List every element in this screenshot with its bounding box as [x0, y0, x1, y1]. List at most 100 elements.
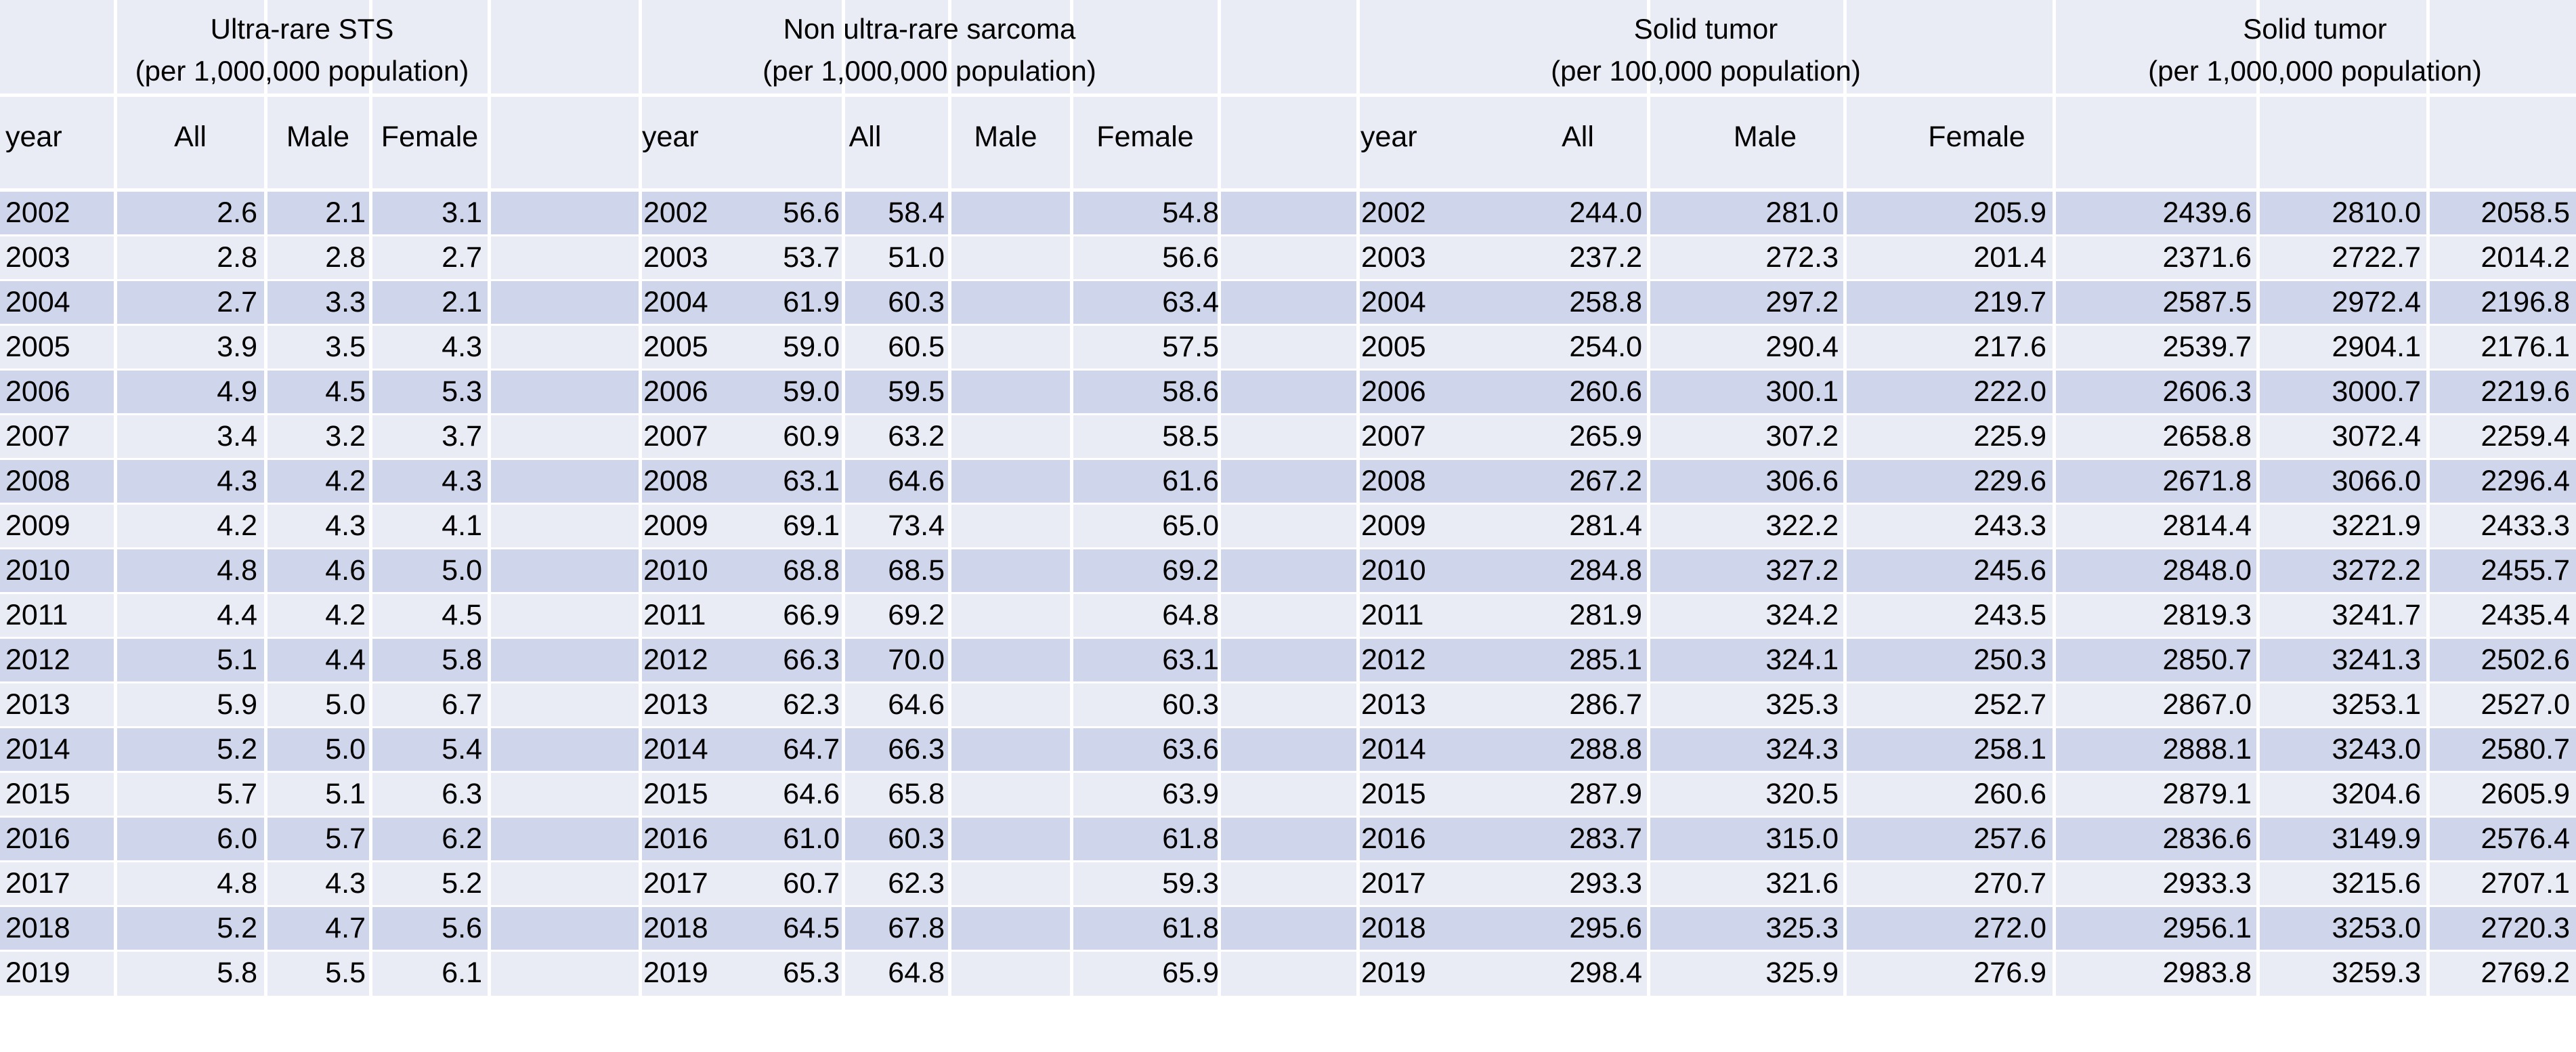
non-all-cell: 56.6 [783, 196, 840, 229]
solid1m-male-cell: 3204.6 [2332, 778, 2421, 810]
solid100k-male-cell: 325.3 [1765, 688, 1839, 721]
sts-female-cell: 4.1 [442, 509, 482, 542]
year-cell: 2007 [643, 420, 708, 453]
column-header-female: Female [1928, 121, 2025, 153]
grid-vertical-line [2053, 0, 2056, 1052]
solid100k-female-cell: 276.9 [1973, 956, 2046, 989]
year-cell: 2006 [643, 375, 708, 408]
non-all-cell: 64.5 [783, 912, 840, 944]
year-cell: 2007 [1361, 420, 1426, 453]
year-cell: 2008 [643, 465, 708, 497]
grid-horizontal-line [0, 681, 2576, 683]
solid1m-female-cell: 2580.7 [2481, 733, 2570, 765]
non-all-cell: 61.9 [783, 286, 840, 318]
solid100k-female-cell: 225.9 [1973, 420, 2046, 453]
grid-horizontal-line [0, 592, 2576, 594]
sts-male-cell: 4.3 [325, 867, 366, 900]
year-cell: 2007 [5, 420, 70, 453]
non-female-cell: 59.3 [1162, 867, 1219, 900]
non-all-cell: 65.3 [783, 956, 840, 989]
solid1m-female-cell: 2219.6 [2481, 375, 2570, 408]
year-cell: 2004 [5, 286, 70, 318]
solid100k-male-cell: 324.1 [1765, 644, 1839, 676]
grid-vertical-line [369, 0, 372, 1052]
table-row-background [0, 459, 2576, 504]
solid1m-all-cell: 2587.5 [2162, 286, 2252, 318]
grid-vertical-line [1647, 0, 1650, 1052]
column-header-male: Male [1733, 121, 1797, 153]
year-cell: 2005 [643, 331, 708, 363]
non-all-cell: 63.1 [783, 465, 840, 497]
year-cell: 2004 [643, 286, 708, 318]
grid-horizontal-line [0, 503, 2576, 505]
grid-horizontal-line [0, 93, 2576, 97]
year-cell: 2005 [5, 331, 70, 363]
solid1m-female-cell: 2605.9 [2481, 778, 2570, 810]
grid-horizontal-line [0, 188, 2576, 192]
grid-horizontal-line [0, 369, 2576, 371]
solid100k-male-cell: 322.2 [1765, 509, 1839, 542]
grid-horizontal-line [0, 234, 2576, 236]
non-male-cell: 66.3 [888, 733, 945, 765]
solid1m-female-cell: 2455.7 [2481, 554, 2570, 587]
table-row-background [0, 951, 2576, 996]
solid100k-male-cell: 290.4 [1765, 331, 1839, 363]
sts-female-cell: 6.1 [442, 956, 482, 989]
table-row-background [0, 549, 2576, 593]
solid100k-all-cell: 267.2 [1569, 465, 1642, 497]
year-cell: 2003 [5, 241, 70, 274]
non-all-cell: 60.7 [783, 867, 840, 900]
sts-all-cell: 4.2 [217, 509, 257, 542]
sts-all-cell: 4.3 [217, 465, 257, 497]
non-female-cell: 60.3 [1162, 688, 1219, 721]
non-female-cell: 63.9 [1162, 778, 1219, 810]
grid-horizontal-line [0, 816, 2576, 818]
non-female-cell: 64.8 [1162, 599, 1219, 631]
sts-female-cell: 2.7 [442, 241, 482, 274]
table-row-background [0, 504, 2576, 549]
year-cell: 2014 [5, 733, 70, 765]
year-cell: 2018 [5, 912, 70, 944]
solid1m-male-cell: 3241.7 [2332, 599, 2421, 631]
solid100k-female-cell: 258.1 [1973, 733, 2046, 765]
sts-all-cell: 4.4 [217, 599, 257, 631]
column-header-male: Male [974, 121, 1037, 153]
sts-all-cell: 5.1 [217, 644, 257, 676]
solid1m-all-cell: 2819.3 [2162, 599, 2252, 631]
year-cell: 2013 [643, 688, 708, 721]
group-title-line1: Solid tumor [2243, 13, 2387, 45]
sts-all-cell: 4.9 [217, 375, 257, 408]
non-male-cell: 60.5 [888, 331, 945, 363]
table-row-background [0, 817, 2576, 862]
solid100k-female-cell: 270.7 [1973, 867, 2046, 900]
solid100k-all-cell: 284.8 [1569, 554, 1642, 587]
sts-female-cell: 6.3 [442, 778, 482, 810]
sts-female-cell: 5.4 [442, 733, 482, 765]
year-cell: 2013 [1361, 688, 1426, 721]
solid1m-female-cell: 2296.4 [2481, 465, 2570, 497]
sts-all-cell: 5.9 [217, 688, 257, 721]
non-male-cell: 64.6 [888, 465, 945, 497]
sts-female-cell: 3.1 [442, 196, 482, 229]
year-cell: 2016 [1361, 822, 1426, 855]
solid1m-male-cell: 3259.3 [2332, 956, 2421, 989]
sts-male-cell: 4.2 [325, 599, 366, 631]
solid100k-female-cell: 229.6 [1973, 465, 2046, 497]
sts-female-cell: 5.3 [442, 375, 482, 408]
non-female-cell: 58.6 [1162, 375, 1219, 408]
solid1m-male-cell: 3072.4 [2332, 420, 2421, 453]
sts-male-cell: 5.5 [325, 956, 366, 989]
grid-horizontal-line [0, 458, 2576, 460]
sts-male-cell: 4.4 [325, 644, 366, 676]
year-cell: 2015 [5, 778, 70, 810]
year-cell: 2015 [1361, 778, 1426, 810]
table-row-background [0, 593, 2576, 638]
non-male-cell: 60.3 [888, 822, 945, 855]
year-cell: 2011 [1361, 599, 1424, 631]
non-male-cell: 64.8 [888, 956, 945, 989]
solid1m-male-cell: 2904.1 [2332, 331, 2421, 363]
solid1m-female-cell: 2527.0 [2481, 688, 2570, 721]
non-all-cell: 66.3 [783, 644, 840, 676]
solid100k-male-cell: 315.0 [1765, 822, 1839, 855]
non-male-cell: 68.5 [888, 554, 945, 587]
